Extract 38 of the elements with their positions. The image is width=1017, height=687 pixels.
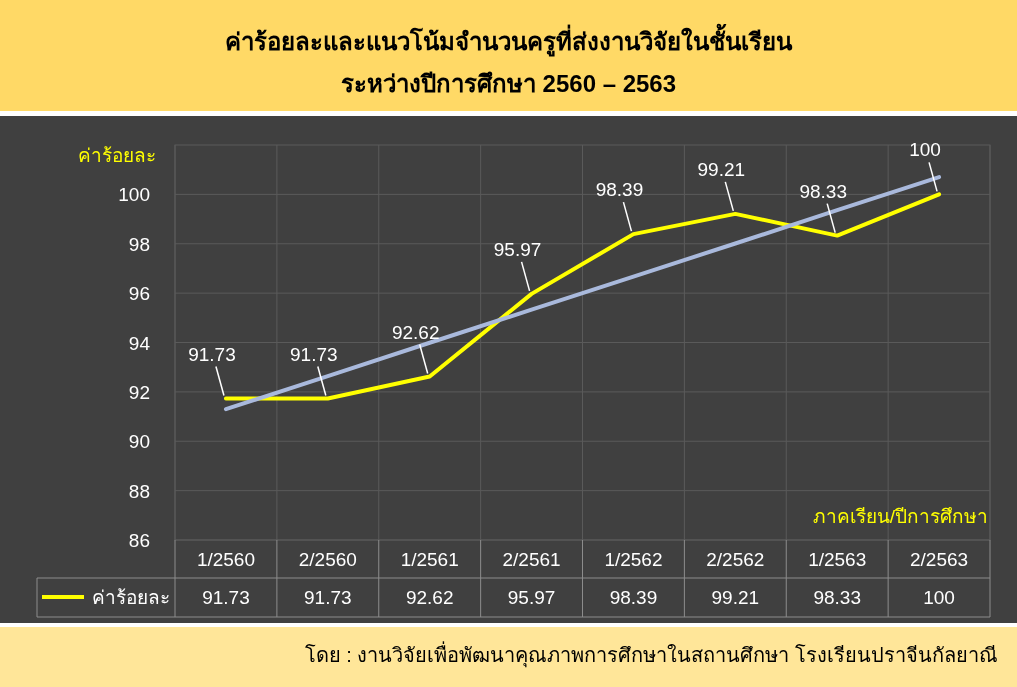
x-axis-title: ภาคเรียน/ปีการศึกษา <box>812 506 988 527</box>
text: โดย : งานวิจัยเพื่อพัฒนาคุณภาพการศึกษาในสถานศึกษา โรงเรียนปราจีนกัลยาณี <box>304 641 998 668</box>
y-axis-title: ค่าร้อยละ <box>78 145 156 166</box>
y-tick-label: 86 <box>128 530 150 551</box>
text: 92.62 <box>391 321 440 343</box>
data-label: 91.73 <box>304 587 352 608</box>
x-tick-label: 1/2562 <box>604 549 663 570</box>
data-label: 99.21 <box>711 587 760 608</box>
y-tick-label: 96 <box>128 283 150 305</box>
x-tick-label: 2/2560 <box>298 549 357 570</box>
chart-title: ค่าร้อยละและแนวโน้มจำนวนครูที่ส่งงานวิจัยในชั้นเรียน <box>225 23 793 57</box>
y-tick-label: 100 <box>118 184 150 206</box>
text: 91.73 <box>188 343 236 365</box>
legend-label: ค่าร้อยละ <box>92 587 170 608</box>
data-label: 95.97 <box>507 587 556 608</box>
x-tick-label: 2/2561 <box>502 549 561 570</box>
text: 98.33 <box>799 180 847 202</box>
chart-subtitle: ระหว่างปีการศึกษา 2560 – 2563 <box>340 70 677 97</box>
data-label: 91.73 <box>202 587 250 608</box>
y-tick-label: 98 <box>128 233 150 255</box>
y-tick-label: 90 <box>128 431 150 453</box>
text: 100 <box>909 139 941 161</box>
x-tick-label: 2/2562 <box>706 549 765 570</box>
text: 91.73 <box>290 343 338 365</box>
y-tick-label: 88 <box>128 480 150 502</box>
y-tick-label: 92 <box>128 381 150 403</box>
x-tick-label: 2/2563 <box>910 549 969 570</box>
data-label: 100 <box>923 587 955 608</box>
data-label: 98.33 <box>813 587 861 608</box>
y-tick-label: 94 <box>128 332 151 354</box>
data-label: 92.62 <box>405 587 454 608</box>
x-tick-label: 1/2560 <box>196 549 255 570</box>
x-tick-label: 1/2561 <box>400 549 459 570</box>
text: 95.97 <box>493 238 542 260</box>
x-tick-label: 1/2563 <box>808 549 867 570</box>
text: 98.39 <box>595 179 644 201</box>
data-label: 98.39 <box>609 587 658 608</box>
text: 99.21 <box>697 158 746 180</box>
